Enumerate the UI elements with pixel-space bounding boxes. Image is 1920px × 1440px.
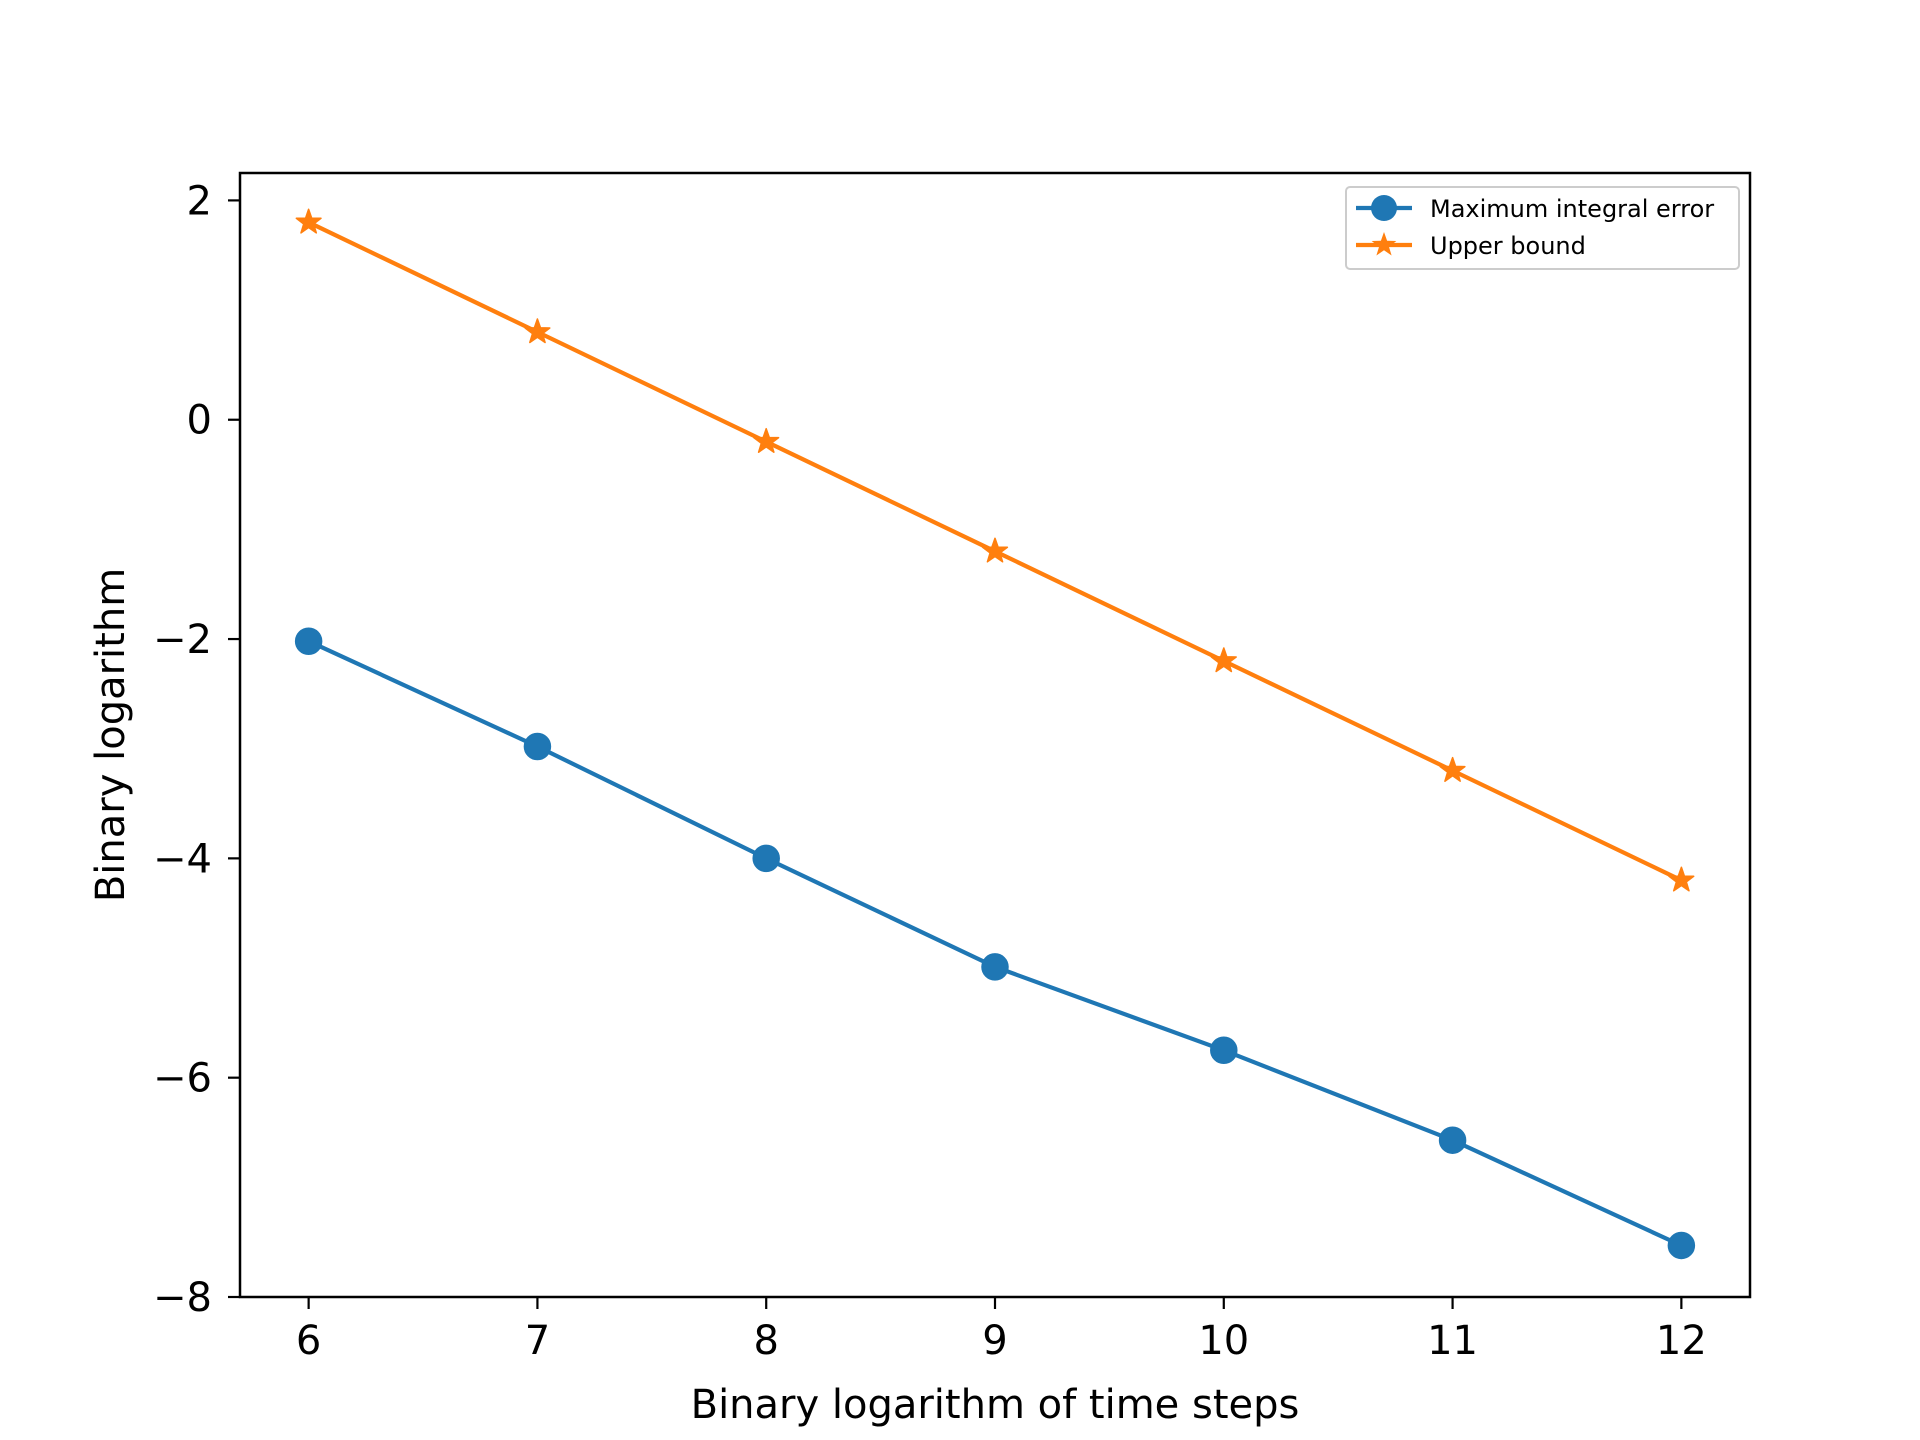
data-point (753, 427, 780, 453)
plot-area (294, 208, 1696, 1260)
y-axis-label: Binary logarithm (88, 568, 134, 902)
y-tick-label: 0 (187, 398, 212, 444)
y-tick-label: −8 (153, 1275, 212, 1321)
data-point (981, 953, 1009, 981)
data-point (1667, 1231, 1696, 1260)
data-point (981, 537, 1009, 563)
y-tick-label: −2 (153, 617, 212, 663)
data-point (752, 844, 780, 873)
axis-ticks: 6 7 8 9 10 11 12 2 0 −2 −4 −6 −8 (153, 178, 1707, 1364)
data-point (1668, 866, 1695, 892)
x-tick-label: 9 (982, 1318, 1007, 1364)
x-axis-label: Binary logarithm of time steps (691, 1382, 1300, 1428)
series-1 (295, 208, 1695, 892)
legend-label: Maximum integral error (1430, 195, 1714, 223)
legend: Maximum integral error Upper bound (1345, 186, 1740, 270)
x-tick-label: 7 (525, 1318, 550, 1364)
y-tick-label: −6 (153, 1056, 212, 1102)
data-point (295, 208, 322, 234)
x-tick-label: 6 (296, 1318, 321, 1364)
x-tick-label: 10 (1198, 1318, 1249, 1364)
data-point (524, 318, 551, 344)
legend-marker (1371, 195, 1397, 221)
y-tick-label: −4 (153, 836, 212, 882)
legend-box (1345, 186, 1740, 270)
x-tick-label: 12 (1656, 1318, 1707, 1364)
data-point (1210, 1036, 1238, 1065)
legend-label: Upper bound (1430, 232, 1586, 260)
series-0 (294, 627, 1696, 1260)
x-tick-label: 8 (753, 1318, 778, 1364)
y-tick-label: 2 (187, 178, 212, 224)
data-point (523, 732, 552, 761)
data-point (294, 627, 323, 655)
data-point (1438, 1126, 1467, 1154)
legend-marker (1371, 232, 1397, 256)
x-tick-label: 11 (1427, 1318, 1478, 1364)
data-point (1210, 647, 1237, 673)
data-point (1439, 756, 1466, 782)
